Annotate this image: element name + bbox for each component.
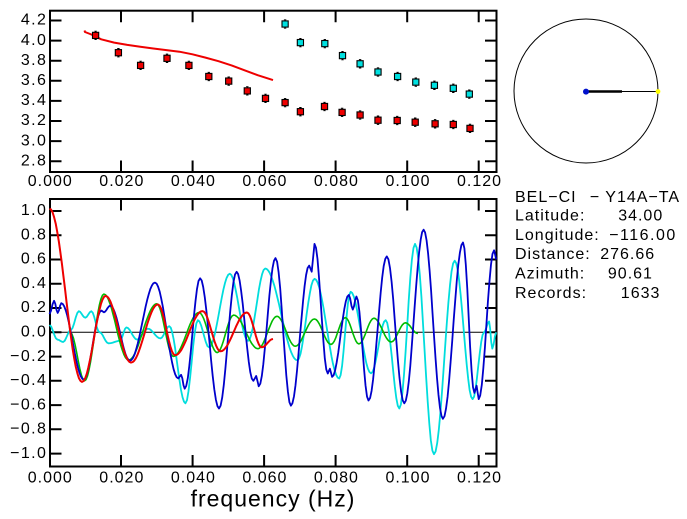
svg-text:4.2: 4.2 [21,12,47,29]
svg-text:0.040: 0.040 [171,469,216,486]
svg-text:1.0: 1.0 [21,202,47,219]
svg-text:0.000: 0.000 [28,469,73,486]
svg-text:Distance:: Distance: [515,246,591,263]
svg-text:0.0: 0.0 [21,324,47,341]
svg-text:276.66: 276.66 [600,246,655,263]
svg-text:0.4: 0.4 [21,275,47,292]
svg-text:3.6: 3.6 [21,72,47,89]
svg-text:0.020: 0.020 [99,469,144,486]
svg-text:0.8: 0.8 [21,226,47,243]
svg-text:0.000: 0.000 [28,173,73,190]
svg-text:frequency (Hz): frequency (Hz) [191,486,356,512]
svg-text:0.120: 0.120 [457,469,502,486]
svg-text:Latitude:: Latitude: [515,208,585,225]
svg-text:4.0: 4.0 [21,32,47,49]
svg-text:−: − [590,189,600,206]
svg-text:1633: 1633 [621,285,661,302]
svg-text:3.2: 3.2 [21,112,47,129]
svg-text:0.060: 0.060 [242,469,287,486]
svg-text:0.100: 0.100 [385,173,430,190]
svg-text:0.100: 0.100 [385,469,430,486]
svg-text:−0.8: −0.8 [10,421,47,438]
svg-text:Records:: Records: [515,285,587,302]
svg-text:0.2: 0.2 [21,299,47,316]
svg-text:−0.2: −0.2 [10,348,47,365]
svg-text:3.8: 3.8 [21,52,47,69]
svg-text:3.4: 3.4 [21,92,47,109]
svg-text:Longitude:: Longitude: [515,227,600,244]
svg-text:−0.4: −0.4 [10,372,47,389]
svg-text:0.020: 0.020 [99,173,144,190]
svg-text:−1.0: −1.0 [10,445,47,462]
svg-text:0.060: 0.060 [242,173,287,190]
svg-text:0.080: 0.080 [314,469,359,486]
svg-text:34.00: 34.00 [618,208,663,225]
svg-text:Y14A−TA: Y14A−TA [605,189,680,206]
svg-text:0.080: 0.080 [314,173,359,190]
svg-text:90.61: 90.61 [608,265,653,282]
svg-text:3.0: 3.0 [21,132,47,149]
svg-text:−116.00: −116.00 [609,227,677,244]
svg-text:2.8: 2.8 [21,152,47,169]
svg-text:0.6: 0.6 [21,251,47,268]
svg-text:0.120: 0.120 [457,173,502,190]
svg-text:BEL−CI: BEL−CI [515,189,577,206]
svg-text:−0.6: −0.6 [10,396,47,413]
svg-text:Azimuth:: Azimuth: [515,265,585,282]
svg-text:0.040: 0.040 [171,173,216,190]
